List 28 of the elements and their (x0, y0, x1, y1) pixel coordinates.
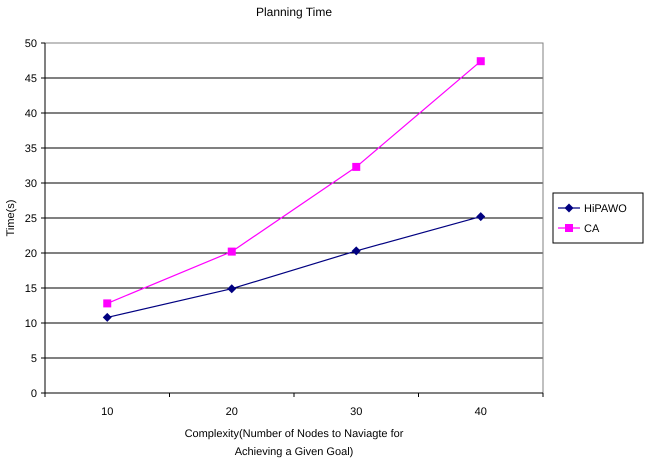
y-tick-label: 25 (24, 212, 37, 225)
legend-label: HiPAWO (584, 202, 628, 215)
point (102, 312, 112, 322)
y-tick-label: 40 (24, 108, 37, 120)
y-tick-label: 50 (24, 38, 37, 50)
point (103, 299, 112, 308)
x-tick-label: 30 (350, 406, 362, 418)
legend-label: CA (584, 222, 600, 235)
y-tick-label: 30 (24, 178, 37, 190)
point (227, 284, 236, 294)
y-tick-label: 5 (30, 352, 37, 365)
y-axis-title: Time(s) (5, 200, 17, 236)
x-tick-label: 40 (474, 406, 487, 418)
x-tick-label: 20 (226, 406, 238, 418)
y-tick-label: 20 (24, 248, 37, 260)
y-tick-label: 10 (24, 318, 37, 330)
point (228, 248, 236, 256)
point (352, 246, 361, 256)
y-tick-label: 15 (24, 282, 37, 295)
y-tick-label: 35 (24, 142, 37, 155)
x-tick-label: 10 (101, 406, 114, 418)
point (476, 212, 486, 222)
chart-title: Planning Time (256, 5, 332, 19)
y-tick-label: 0 (30, 388, 37, 400)
x-axis-title: Complexity(Number of Nodes to Naviagte for Achieving a Given Goal) (184, 428, 404, 458)
y-tick-label: 45 (24, 72, 37, 85)
point (476, 57, 485, 66)
point (352, 162, 360, 171)
